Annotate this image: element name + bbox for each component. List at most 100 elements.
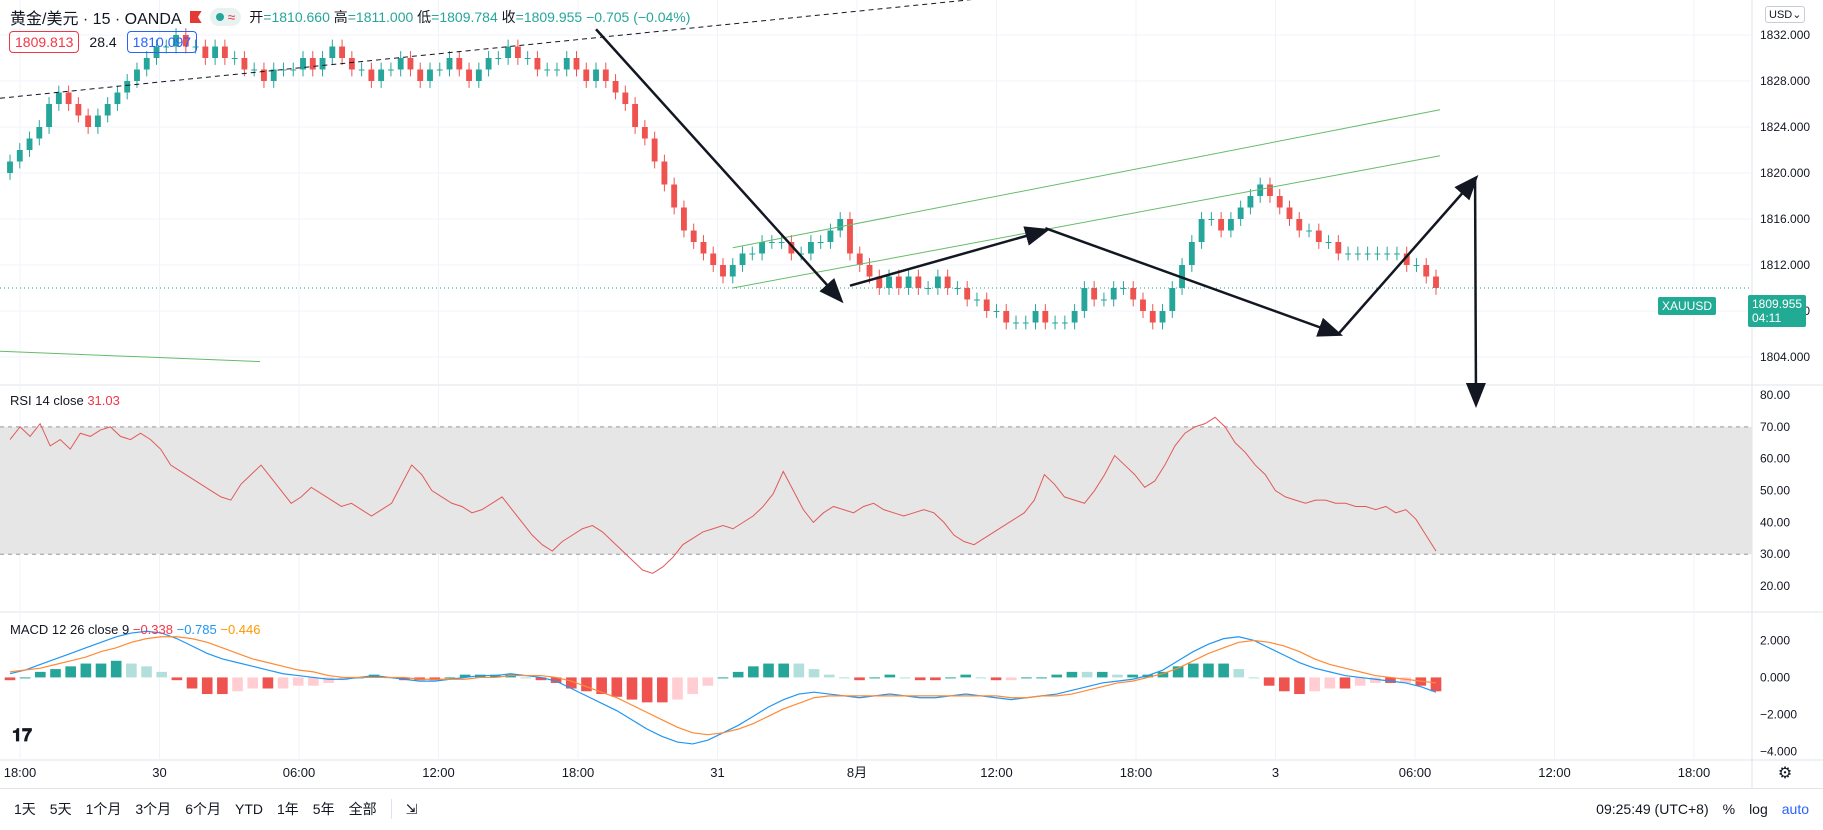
candle[interactable] xyxy=(192,46,199,48)
candle[interactable] xyxy=(319,58,326,70)
macd-pane[interactable] xyxy=(4,630,1442,745)
candle[interactable] xyxy=(114,92,121,105)
candle[interactable] xyxy=(1247,196,1254,208)
candle[interactable] xyxy=(36,127,43,139)
candle[interactable] xyxy=(182,35,189,47)
candle[interactable] xyxy=(270,69,277,82)
candle[interactable] xyxy=(417,69,424,82)
candle[interactable] xyxy=(915,276,922,289)
candle[interactable] xyxy=(1149,311,1156,323)
candle[interactable] xyxy=(700,242,707,254)
candle[interactable] xyxy=(690,230,697,243)
candle[interactable] xyxy=(46,104,52,127)
candle[interactable] xyxy=(85,115,92,128)
settings-gear-icon[interactable]: ⚙ xyxy=(1778,765,1792,782)
candle[interactable] xyxy=(749,253,756,255)
candle[interactable] xyxy=(983,299,990,312)
candle[interactable] xyxy=(886,276,892,289)
trend-arrow[interactable] xyxy=(849,226,1051,287)
candle[interactable] xyxy=(358,69,365,71)
candle[interactable] xyxy=(65,92,72,105)
candle[interactable] xyxy=(944,276,951,289)
candle[interactable] xyxy=(876,276,883,289)
candle[interactable] xyxy=(1042,311,1049,323)
candle[interactable] xyxy=(75,104,82,116)
candle[interactable] xyxy=(710,253,717,266)
candle[interactable] xyxy=(1364,253,1371,255)
candle[interactable] xyxy=(866,265,873,277)
candle[interactable] xyxy=(1052,322,1059,324)
range-3m-button[interactable]: 3个月 xyxy=(135,801,172,817)
candle[interactable] xyxy=(446,58,453,70)
candle[interactable] xyxy=(847,219,853,254)
candle[interactable] xyxy=(895,276,902,289)
symbol-title[interactable]: 黄金/美元 · 15 · OANDA xyxy=(10,11,182,28)
candle[interactable] xyxy=(934,276,941,289)
candle[interactable] xyxy=(1071,311,1078,323)
candle[interactable] xyxy=(221,46,228,59)
candle[interactable] xyxy=(1198,219,1205,242)
candle[interactable] xyxy=(1384,253,1391,255)
candle[interactable] xyxy=(1325,242,1332,243)
candle[interactable] xyxy=(329,46,336,59)
channel-lower-line[interactable] xyxy=(732,155,1441,289)
trend-arrow[interactable] xyxy=(595,28,844,304)
candle[interactable] xyxy=(798,253,805,255)
candle[interactable] xyxy=(612,81,619,93)
candle[interactable] xyxy=(309,58,316,70)
candle[interactable] xyxy=(641,127,648,139)
candle[interactable] xyxy=(495,58,502,59)
macd-legend[interactable]: MACD 12 26 close 9 −0.338 −0.785 −0.446 xyxy=(10,622,260,637)
tradingview-logo-icon[interactable]: 𝟏𝟕 xyxy=(12,725,33,745)
range-5d-button[interactable]: 5天 xyxy=(49,801,72,817)
candle[interactable] xyxy=(1257,184,1264,197)
candle[interactable] xyxy=(1140,299,1146,312)
candle[interactable] xyxy=(602,69,609,82)
green-trendline[interactable] xyxy=(0,350,261,363)
sell-price-button[interactable]: 1809.813 xyxy=(9,31,80,53)
candle[interactable] xyxy=(427,69,433,82)
candle[interactable] xyxy=(505,46,512,59)
drawings[interactable] xyxy=(0,0,1486,408)
range-5y-button[interactable]: 5年 xyxy=(312,801,335,817)
candle[interactable] xyxy=(964,288,971,300)
candle[interactable] xyxy=(807,242,814,254)
candle[interactable] xyxy=(827,230,834,243)
rsi-pane[interactable] xyxy=(0,416,1752,574)
candle[interactable] xyxy=(954,288,961,289)
candle[interactable] xyxy=(817,242,824,243)
candle[interactable] xyxy=(622,92,629,105)
candle[interactable] xyxy=(1110,288,1117,300)
candle[interactable] xyxy=(729,265,736,277)
auto-scale-button[interactable]: auto xyxy=(1781,801,1809,817)
clock-display[interactable]: 09:25:49 (UTC+8) xyxy=(1596,801,1709,817)
candle[interactable] xyxy=(212,46,219,59)
candle[interactable] xyxy=(280,69,287,71)
candle[interactable] xyxy=(1335,242,1342,254)
trend-arrow[interactable] xyxy=(1337,174,1479,335)
candle[interactable] xyxy=(573,58,580,70)
candle[interactable] xyxy=(554,69,560,71)
candle[interactable] xyxy=(241,58,248,70)
candle[interactable] xyxy=(651,138,658,162)
candle[interactable] xyxy=(475,69,482,82)
candle[interactable] xyxy=(348,58,355,70)
candle[interactable] xyxy=(368,69,375,82)
candle[interactable] xyxy=(134,69,140,82)
candle[interactable] xyxy=(1022,322,1029,324)
candle[interactable] xyxy=(378,69,385,82)
range-ytd-button[interactable]: YTD xyxy=(234,801,263,817)
main-price-pane[interactable] xyxy=(0,28,1752,330)
candle[interactable] xyxy=(1091,288,1098,300)
rsi-line[interactable] xyxy=(9,416,1437,574)
signal-line[interactable] xyxy=(9,636,1437,736)
candle[interactable] xyxy=(534,58,541,70)
candle[interactable] xyxy=(1013,322,1019,324)
candle[interactable] xyxy=(1169,288,1176,311)
market-status-pill[interactable]: ≈ xyxy=(209,8,242,26)
candle[interactable] xyxy=(1237,207,1244,220)
candle[interactable] xyxy=(1306,230,1312,232)
candle[interactable] xyxy=(1374,253,1381,255)
candle[interactable] xyxy=(1296,219,1303,231)
buy-price-button[interactable]: 1810.097 xyxy=(126,31,198,53)
